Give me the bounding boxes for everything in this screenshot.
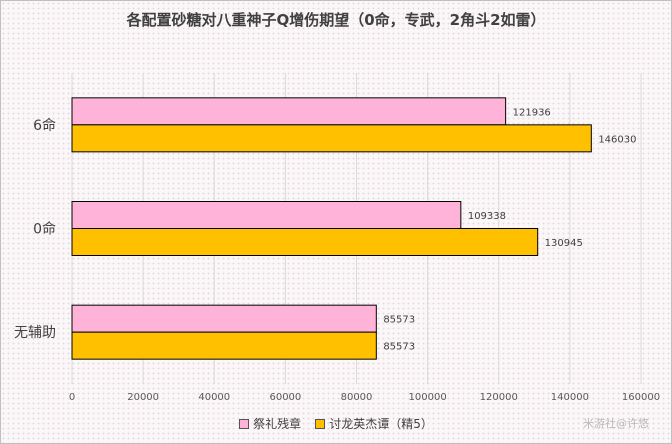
chart-title: 各配置砂糖对八重神子Q增伤期望（0命，专武，2角斗2如雷） <box>126 11 546 29</box>
legend-swatch-series-1 <box>239 418 250 429</box>
bar-0-0 <box>71 97 507 126</box>
x-tick-label-7: 140000 <box>551 392 589 403</box>
category-label-0: 6命 <box>33 117 56 134</box>
legend-item-series-1: 祭礼残章 <box>239 415 301 432</box>
data-label-0-0: 121936 <box>513 107 551 118</box>
x-tick-label-0: 0 <box>69 392 75 403</box>
legend-swatch-series-2 <box>315 418 326 429</box>
legend-label-series-2: 讨龙英杰谭（精5） <box>329 417 433 431</box>
x-tick-label-8: 160000 <box>622 392 660 403</box>
category-label-2: 无辅助 <box>14 325 56 341</box>
bar-1-0 <box>71 201 462 229</box>
legend: 祭礼残章 讨龙英杰谭（精5） <box>1 415 671 432</box>
x-tick-label-1: 20000 <box>127 392 159 403</box>
data-label-2-0: 85573 <box>383 315 415 326</box>
data-label-1-1: 130945 <box>545 238 583 249</box>
x-tick-label-6: 120000 <box>480 392 518 403</box>
x-tick-label-4: 80000 <box>341 392 373 403</box>
x-tick-label-3: 60000 <box>269 392 301 403</box>
bar-1-1 <box>71 228 539 256</box>
bar-2-1 <box>71 331 377 360</box>
data-label-0-1: 146030 <box>598 134 636 145</box>
legend-label-series-1: 祭礼残章 <box>253 417 302 431</box>
bar-0-1 <box>71 124 592 153</box>
data-label-1-0: 109338 <box>468 211 506 222</box>
legend-item-series-2: 讨龙英杰谭（精5） <box>315 415 433 432</box>
data-label-2-1: 85573 <box>383 342 415 353</box>
x-tick-label-2: 40000 <box>198 392 230 403</box>
bar-2-0 <box>71 304 377 333</box>
watermark: 米游社@许悠 <box>583 417 649 430</box>
category-label-1: 0命 <box>33 221 56 238</box>
x-tick-label-5: 100000 <box>409 392 447 403</box>
